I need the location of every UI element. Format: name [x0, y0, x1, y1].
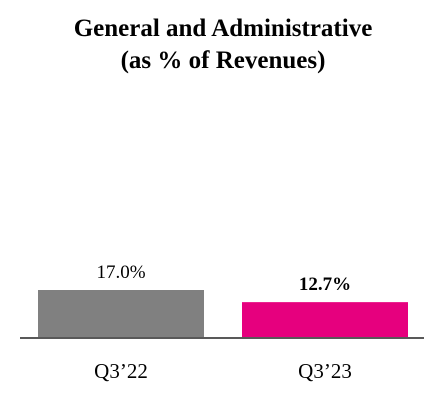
bar-2 [242, 302, 408, 338]
data-label-1: 17.0% [96, 262, 145, 283]
chart-title-line-2: (as % of Revenues) [120, 47, 326, 74]
chart-title-line-1: General and Administrative [73, 15, 373, 42]
category-label-2: Q3’23 [298, 359, 352, 383]
category-label-1: Q3’22 [94, 359, 148, 383]
data-label-2: 12.7% [299, 274, 351, 295]
bar-1 [38, 290, 204, 338]
